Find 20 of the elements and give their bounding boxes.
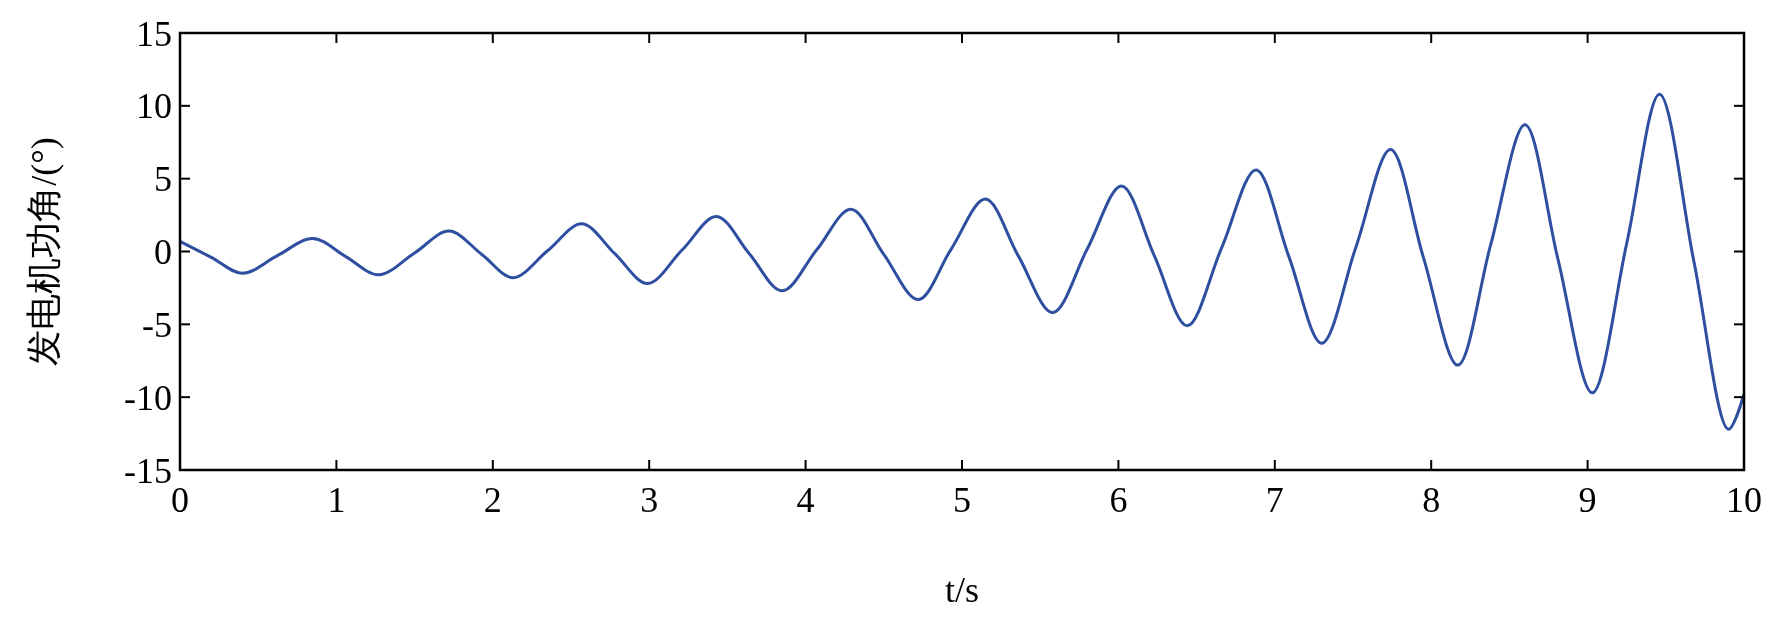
y-tick-label: 5 — [154, 159, 172, 200]
line-series — [178, 92, 1746, 431]
y-tick-label: -5 — [142, 304, 172, 345]
x-tick-label: 7 — [1265, 480, 1284, 520]
y-tick-label: 0 — [154, 232, 172, 273]
x-tick-label: 10 — [1726, 480, 1762, 520]
y-axis-title: 发电机功角/(°) — [24, 137, 64, 366]
x-tick-label: 3 — [640, 480, 659, 520]
x-tick-label: 1 — [327, 480, 346, 520]
y-tick-label: 10 — [136, 86, 172, 127]
x-tick-label: 8 — [1422, 480, 1441, 520]
y-tick-label: -15 — [124, 450, 172, 491]
y-tick-label: 15 — [136, 13, 172, 54]
x-tick-label: 9 — [1578, 480, 1597, 520]
x-tick-label: 2 — [483, 480, 502, 520]
y-tick-label: -10 — [124, 377, 172, 418]
x-tick-label: 5 — [953, 480, 971, 520]
x-tick-label: 4 — [796, 480, 815, 520]
x-axis-title: t/s — [944, 570, 980, 610]
x-tick-label: 6 — [1109, 480, 1128, 520]
